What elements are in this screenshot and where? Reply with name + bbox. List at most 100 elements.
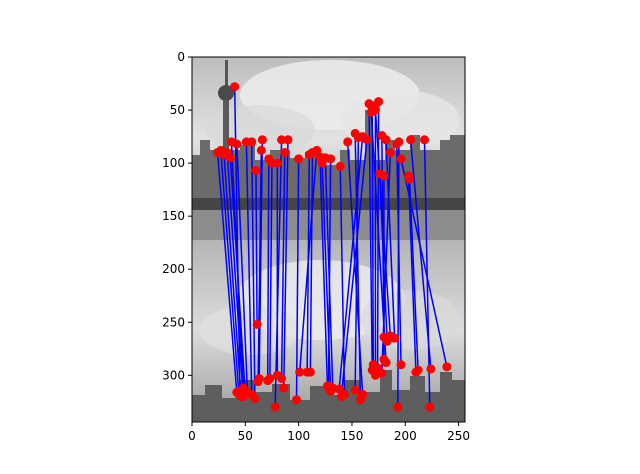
match-line — [226, 152, 244, 397]
keypoint — [280, 147, 290, 157]
match-line — [354, 137, 360, 391]
match-line — [229, 157, 247, 395]
keypoint — [270, 402, 280, 412]
y-tick-label: 150 — [162, 209, 185, 223]
match-line — [216, 152, 238, 393]
keypoint — [277, 135, 287, 145]
match-line — [280, 152, 286, 379]
match-line — [266, 158, 270, 381]
match-line — [274, 139, 283, 408]
match-line — [339, 166, 346, 395]
tower-spire — [225, 60, 228, 90]
keypoint — [305, 367, 315, 377]
keypoint — [358, 389, 368, 399]
y-tick-label: 100 — [162, 156, 185, 170]
match-line — [327, 158, 332, 386]
keypoint — [426, 364, 436, 374]
keypoint — [294, 154, 304, 164]
keypoint — [385, 147, 395, 157]
keypoint — [335, 161, 345, 171]
keypoint — [413, 365, 423, 375]
match-line — [423, 139, 431, 408]
match-line — [269, 163, 273, 379]
keypoint — [252, 319, 262, 329]
keypoint — [232, 139, 242, 149]
match-lines — [216, 86, 448, 408]
plot-frame — [191, 56, 466, 423]
match-line — [245, 141, 253, 395]
match-line — [346, 141, 364, 395]
keypoint — [324, 381, 333, 391]
keypoint — [257, 135, 267, 145]
keypoint — [394, 137, 404, 147]
keypoint — [283, 135, 293, 145]
keypoint — [279, 383, 289, 393]
keypoint — [406, 135, 416, 145]
keypoint — [295, 367, 305, 377]
keypoint — [250, 394, 260, 404]
match-line — [295, 158, 300, 400]
match-line — [409, 139, 432, 370]
match-line — [258, 139, 264, 379]
keypoint — [362, 135, 372, 145]
keypoint — [405, 174, 415, 184]
match-line — [368, 103, 373, 371]
x-tick-label: 0 — [188, 429, 196, 443]
keypoint — [251, 166, 261, 176]
keypoint — [374, 97, 384, 107]
match-line — [223, 154, 242, 397]
keypoint — [350, 385, 360, 395]
match-line — [408, 178, 419, 371]
y-tick-label: 300 — [162, 368, 185, 382]
x-tick-label: 150 — [341, 429, 364, 443]
keypoint — [425, 402, 435, 412]
match-line — [400, 158, 448, 367]
x-axis: 0 50 100 150 200 250 — [188, 422, 470, 443]
match-line — [374, 110, 392, 337]
tower-shaft — [223, 100, 229, 150]
match-line — [319, 156, 329, 386]
keypoint — [253, 377, 263, 387]
match-line — [385, 139, 396, 339]
match-line — [220, 150, 240, 395]
keypoint — [225, 153, 235, 163]
keypoint — [292, 395, 302, 405]
match-points — [213, 82, 452, 412]
keypoint — [343, 137, 353, 147]
keypoint — [326, 154, 336, 164]
keypoint — [366, 107, 376, 117]
keypoint — [336, 392, 346, 402]
keypoint — [390, 333, 400, 343]
x-tick-label: 50 — [238, 429, 253, 443]
keypoint — [265, 373, 275, 383]
match-line — [371, 107, 375, 365]
keypoint — [393, 402, 403, 412]
match-line — [250, 141, 256, 399]
keypoint — [381, 358, 391, 368]
keypoint — [247, 137, 257, 147]
keypoint — [396, 360, 406, 370]
match-line — [257, 150, 263, 382]
y-tick-label: 200 — [162, 262, 185, 276]
keypoint — [230, 82, 240, 92]
keypoint — [396, 154, 406, 164]
keypoint — [240, 389, 250, 399]
match-line — [255, 170, 258, 325]
keypoint — [381, 135, 391, 145]
keypoint — [256, 145, 266, 155]
match-line — [298, 150, 318, 373]
x-tick-label: 250 — [447, 429, 470, 443]
y-tick-label: 0 — [177, 50, 185, 64]
match-line — [282, 139, 289, 389]
x-tick-label: 200 — [394, 429, 417, 443]
match-line — [407, 175, 417, 373]
keypoint — [272, 158, 282, 168]
keypoint — [377, 368, 387, 378]
keypoint — [419, 135, 429, 145]
keypoint — [277, 373, 287, 383]
y-axis: 0 50 100 150 200 250 300 — [162, 50, 192, 382]
match-line — [338, 136, 364, 390]
match-line — [340, 139, 368, 397]
x-tick-label: 100 — [287, 429, 310, 443]
